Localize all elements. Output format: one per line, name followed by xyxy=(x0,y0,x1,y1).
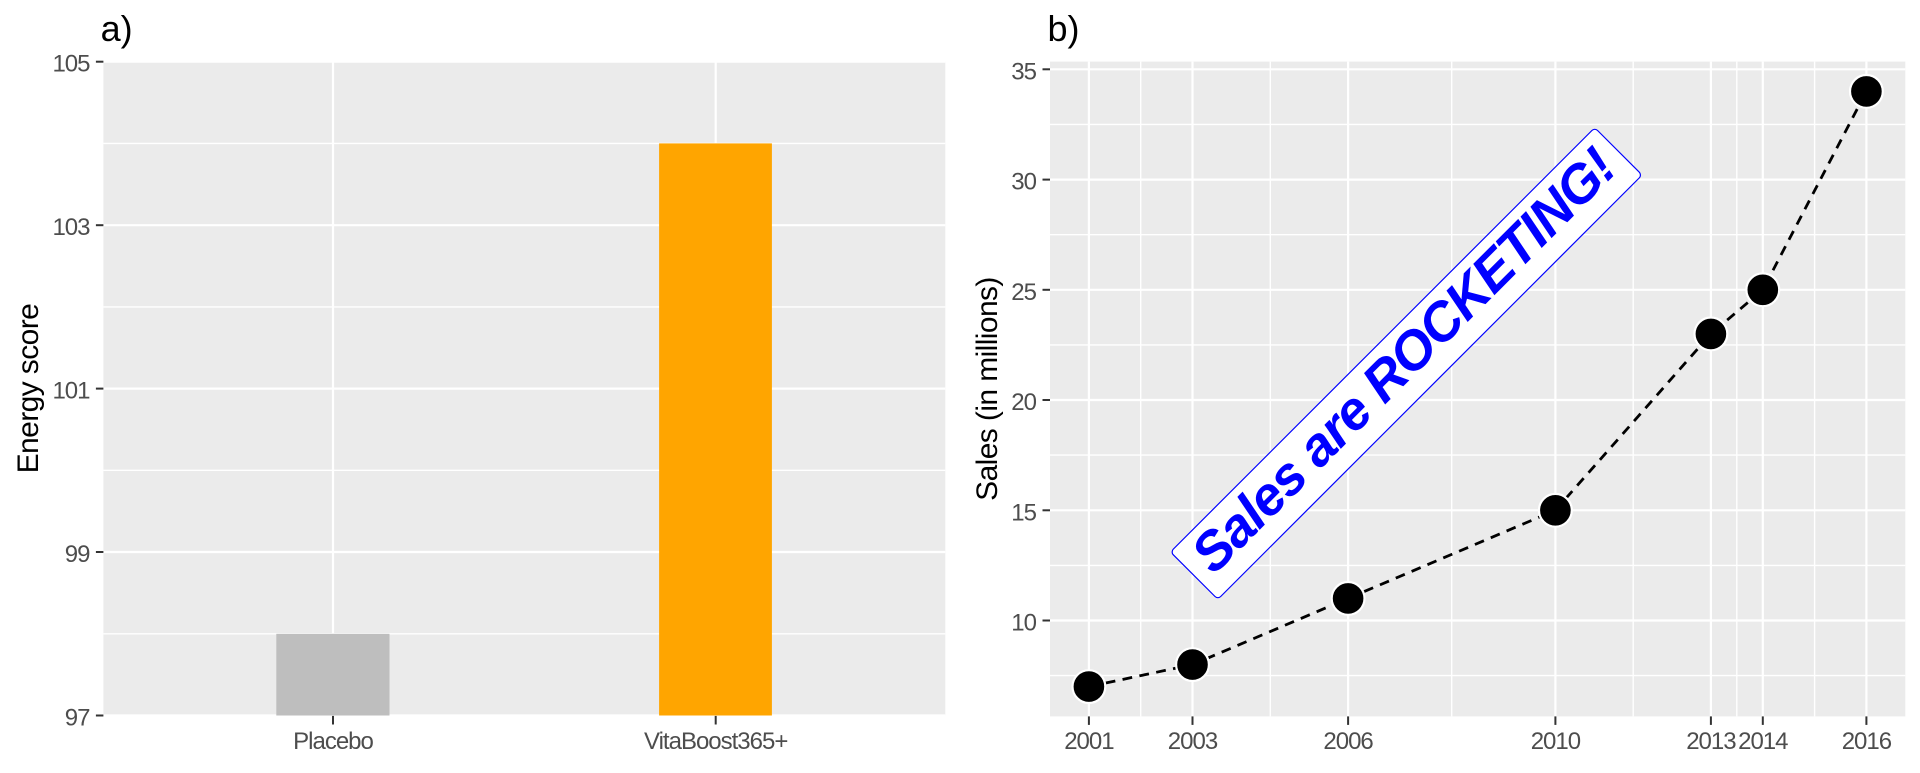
svg-text:105: 105 xyxy=(52,51,90,78)
svg-text:15: 15 xyxy=(1011,499,1036,526)
svg-text:Placebo: Placebo xyxy=(293,728,373,755)
svg-text:VitaBoost365+: VitaBoost365+ xyxy=(644,728,787,755)
svg-text:2006: 2006 xyxy=(1323,728,1373,755)
svg-text:103: 103 xyxy=(52,214,90,241)
svg-text:35: 35 xyxy=(1011,58,1036,85)
svg-text:101: 101 xyxy=(52,378,90,405)
svg-text:25: 25 xyxy=(1011,279,1036,306)
svg-text:2013: 2013 xyxy=(1686,728,1736,755)
svg-text:2016: 2016 xyxy=(1842,728,1892,755)
svg-text:2001: 2001 xyxy=(1064,728,1114,755)
svg-text:2014: 2014 xyxy=(1738,728,1788,755)
svg-text:Sales (in millions): Sales (in millions) xyxy=(971,277,1004,501)
svg-text:a): a) xyxy=(101,8,133,49)
svg-text:Energy score: Energy score xyxy=(12,304,45,474)
svg-text:20: 20 xyxy=(1011,389,1036,416)
svg-text:2010: 2010 xyxy=(1531,728,1581,755)
svg-text:99: 99 xyxy=(65,541,90,568)
svg-text:97: 97 xyxy=(65,705,90,732)
svg-text:10: 10 xyxy=(1011,610,1036,637)
svg-text:2003: 2003 xyxy=(1168,728,1218,755)
svg-text:30: 30 xyxy=(1011,169,1036,196)
svg-text:b): b) xyxy=(1048,8,1080,49)
